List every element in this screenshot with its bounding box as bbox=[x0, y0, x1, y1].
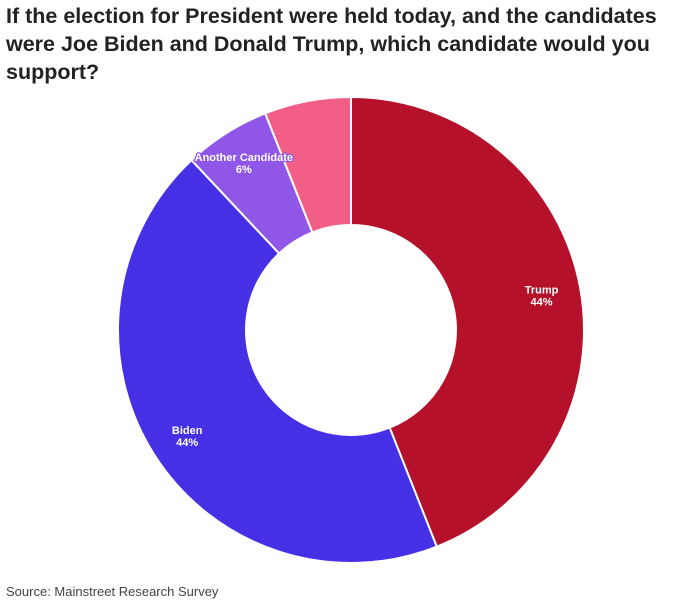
slice-trump bbox=[350, 95, 585, 548]
label-biden: Biden bbox=[172, 425, 203, 437]
slice-biden bbox=[117, 158, 439, 564]
value-biden: 44% bbox=[176, 437, 198, 449]
label-trump: Trump bbox=[525, 285, 559, 297]
label-another-candidate: Another Candidate bbox=[195, 152, 293, 164]
source-note: Source: Mainstreet Research Survey bbox=[6, 584, 219, 599]
donut-slices bbox=[117, 95, 585, 564]
chart-title: If the election for President were held … bbox=[6, 4, 657, 84]
value-another-candidate: 6% bbox=[236, 164, 252, 176]
slice-segment-3 bbox=[263, 95, 352, 234]
value-trump: 44% bbox=[531, 297, 553, 309]
